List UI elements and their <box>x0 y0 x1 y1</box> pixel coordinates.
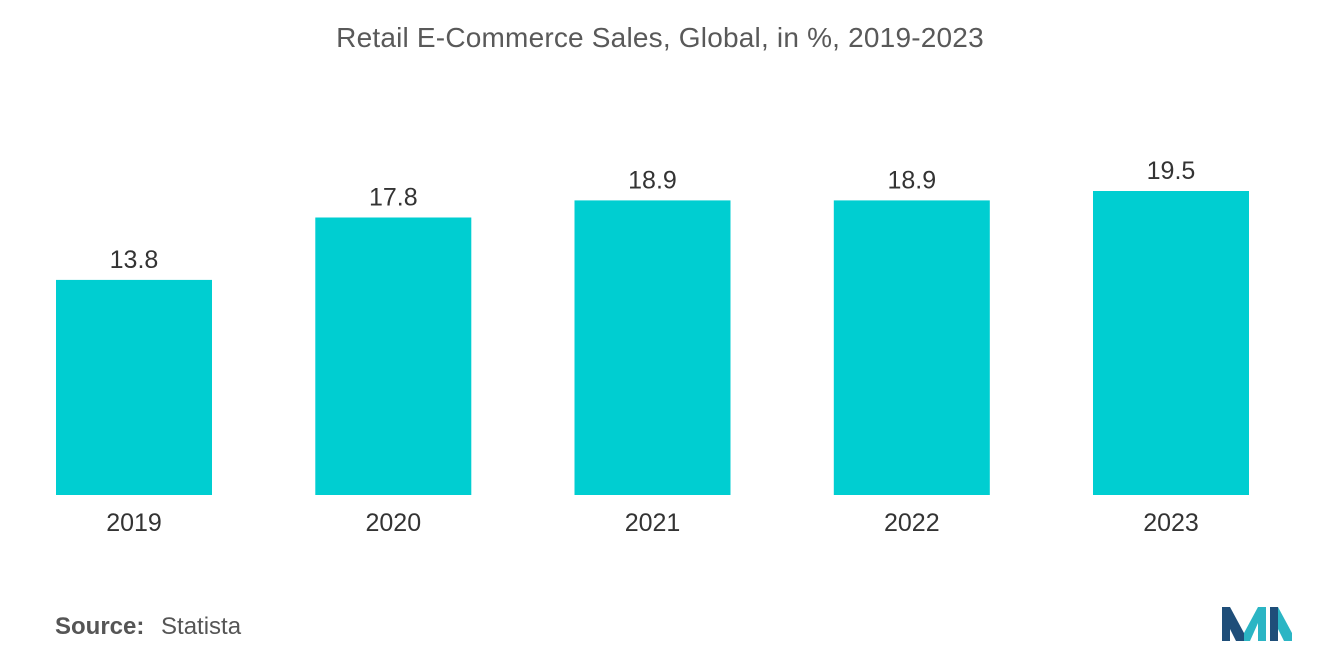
x-tick-label-2021: 2021 <box>625 509 681 537</box>
source-value: Statista <box>161 613 242 640</box>
bar-2023 <box>1093 191 1249 495</box>
x-tick-label-2019: 2019 <box>106 509 162 537</box>
bar-2020 <box>315 217 472 495</box>
x-tick-label-2022: 2022 <box>884 509 940 537</box>
mordor-intelligence-logo-icon <box>1222 607 1292 641</box>
bar-chart: 13.8 2019 17.8 2020 18.9 2021 18.9 2022 19.5 2023 <box>56 157 1249 537</box>
bar-2022 <box>833 200 990 495</box>
data-label-2022: 18.9 <box>887 166 936 194</box>
x-tick-label-2023: 2023 <box>1143 509 1199 537</box>
data-label-2020: 17.8 <box>369 184 418 212</box>
x-tick-label-2020: 2020 <box>365 509 421 537</box>
bar-2021 <box>574 200 731 495</box>
data-label-2021: 18.9 <box>628 166 677 194</box>
data-label-2019: 13.8 <box>110 246 159 274</box>
source-label: Source: <box>55 613 145 640</box>
chart-title: Retail E-Commerce Sales, Global, in %, 2… <box>336 22 984 53</box>
data-label-2023: 19.5 <box>1147 157 1196 185</box>
source-note: Source: Statista <box>55 613 241 641</box>
bar-2019 <box>56 279 212 495</box>
